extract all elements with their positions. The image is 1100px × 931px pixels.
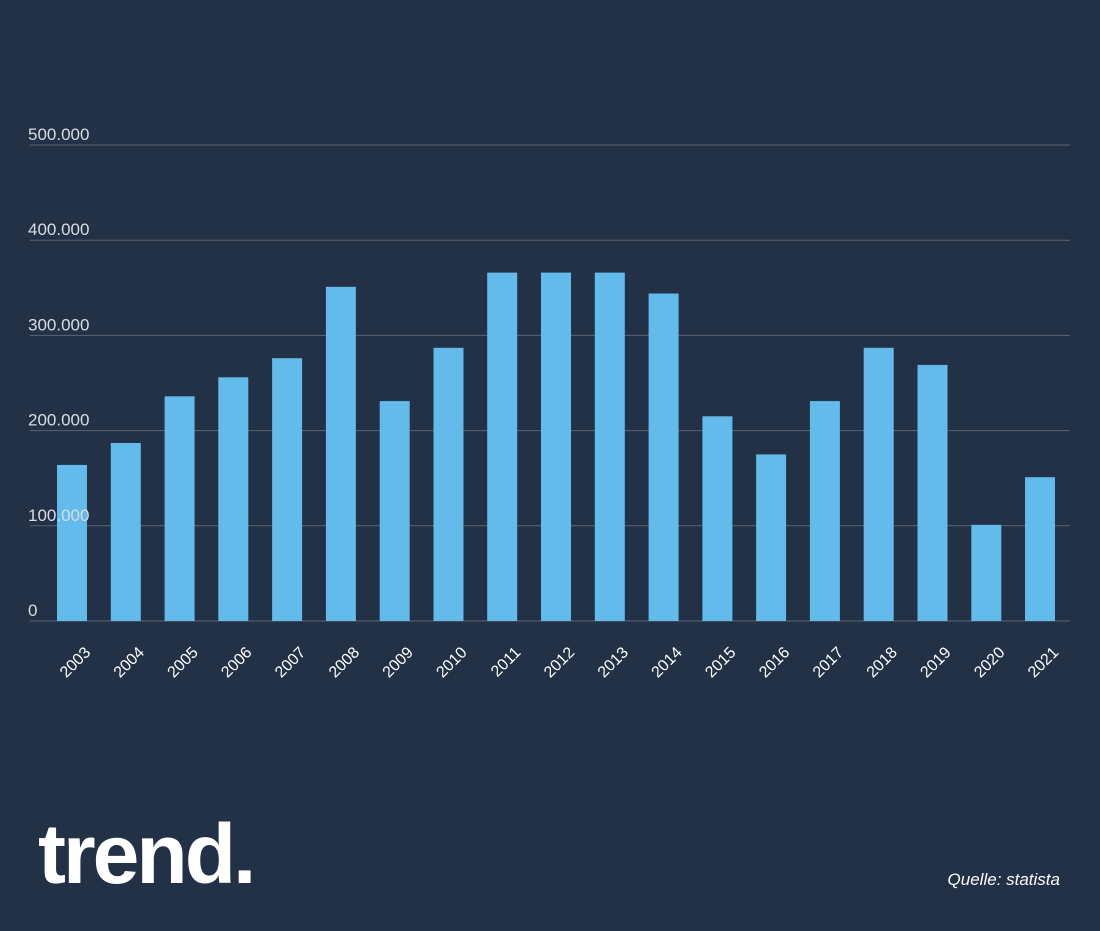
bar-2017: [809, 401, 840, 621]
bar-2008: [325, 286, 356, 621]
x-tick-label: 2014: [649, 644, 686, 681]
bar-2003: [57, 464, 87, 621]
bar-2010: [433, 347, 464, 621]
x-tick-label: 2021: [1025, 644, 1062, 681]
x-tick-label: 2009: [380, 644, 417, 681]
bar-2009: [379, 401, 410, 621]
x-tick-label: 2016: [756, 644, 793, 681]
x-tick-label: 2008: [326, 644, 363, 681]
x-tick-label: 2003: [57, 644, 94, 681]
bar-2007: [272, 358, 303, 621]
y-tick-label: 0: [28, 601, 37, 620]
bar-2013: [594, 272, 625, 621]
bar-2021: [1025, 477, 1055, 621]
x-tick-label: 2012: [541, 644, 578, 681]
bar-2015: [702, 416, 733, 621]
x-tick-label: 2018: [864, 644, 901, 681]
x-tick-label: 2015: [702, 644, 739, 681]
x-tick-label: 2010: [433, 644, 470, 681]
bar-2016: [756, 454, 787, 621]
bar-2019: [917, 364, 948, 621]
y-tick-label: 300.000: [28, 315, 89, 334]
brand-logo: trend.: [38, 807, 256, 901]
source-note: Quelle: statista: [947, 870, 1060, 889]
x-tick-label: 2017: [810, 644, 847, 681]
x-tick-label: 2011: [488, 644, 524, 680]
y-tick-label: 400.000: [28, 220, 89, 239]
y-tick-label: 100.000: [28, 506, 89, 525]
x-tick-label: 2013: [595, 644, 632, 681]
x-tick-label: 2005: [165, 644, 202, 681]
bar-2014: [648, 293, 679, 621]
bar-2012: [541, 272, 571, 621]
bar-2020: [971, 524, 1002, 621]
bar-2004: [110, 443, 141, 621]
bar-2006: [218, 377, 249, 621]
x-tick-label: 2019: [917, 644, 954, 681]
x-tick-label: 2020: [971, 644, 1008, 681]
bar-2011: [487, 272, 518, 621]
bar-2018: [863, 347, 894, 621]
y-tick-label: 500.000: [28, 125, 89, 144]
x-tick-label: 2006: [218, 644, 255, 681]
bar-2005: [164, 396, 195, 621]
x-tick-label: 2007: [272, 644, 309, 681]
x-tick-label: 2004: [111, 644, 148, 681]
y-tick-label: 200.000: [28, 411, 89, 430]
